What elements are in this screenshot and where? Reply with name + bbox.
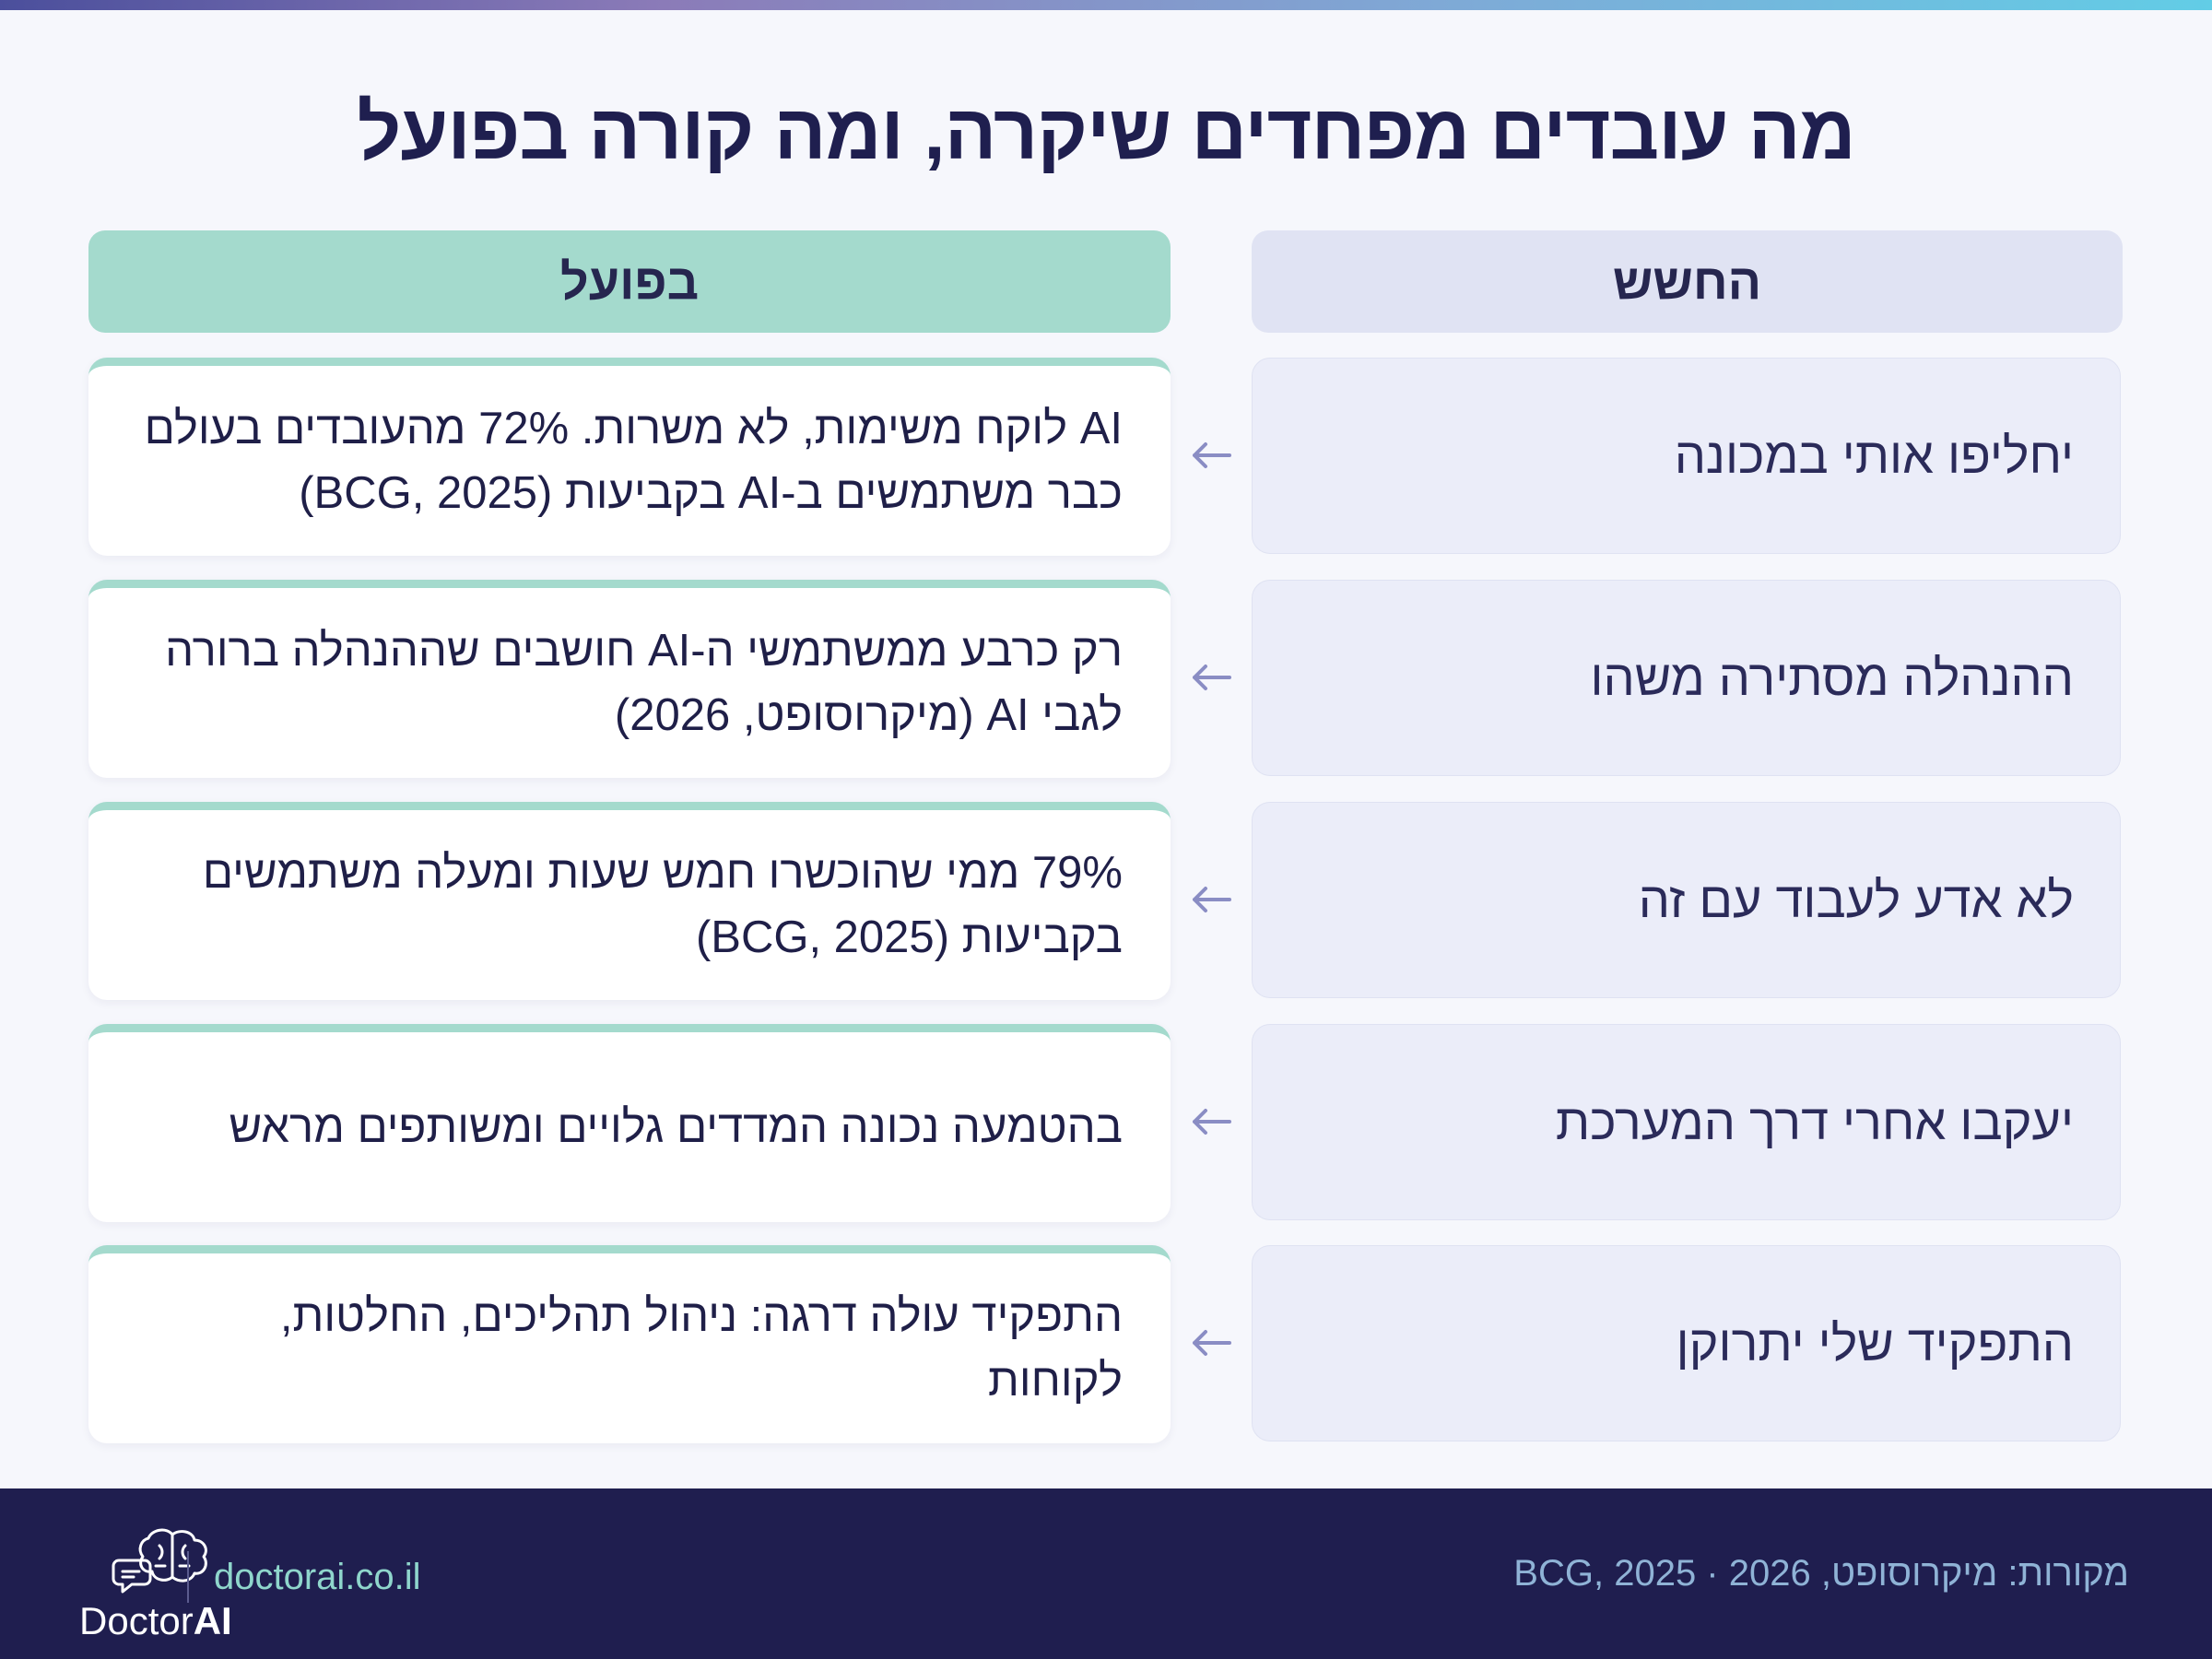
page-title: מה עובדים מפחדים שיקרה, ומה קורה בפועל	[357, 88, 1855, 175]
reality-text: בהטמעה נכונה המדדים גלויים ומשותפים מראש	[229, 1102, 1124, 1152]
arrow-left-icon	[1193, 442, 1231, 468]
site-link[interactable]: doctorai.co.il	[214, 1557, 421, 1597]
reality-text: רק כרבע ממשתמשי ה-AI חושבים שההנהלה ברור…	[165, 626, 1123, 740]
reality-card: AI לוקח משימות, לא משרות. 72% מהעובדים ב…	[88, 358, 1171, 556]
fear-text: לא אדע לעבוד עם זה	[1638, 872, 2074, 928]
comparison-row: יעקבו אחרי דרך המערכת בהטמעה נכונה המדדי…	[0, 1024, 2212, 1222]
fear-text: יעקבו אחרי דרך המערכת	[1555, 1094, 2074, 1150]
fear-card: יעקבו אחרי דרך המערכת	[1252, 1024, 2121, 1220]
brand-name: DoctorAI	[79, 1599, 232, 1643]
fear-text: התפקיד שלי יתרוקן	[1676, 1315, 2074, 1371]
brain-chat-icon	[112, 1528, 207, 1594]
reality-text: AI לוקח משימות, לא משרות. 72% מהעובדים ב…	[144, 404, 1123, 518]
footer-divider	[187, 1551, 189, 1603]
fear-card: לא אדע לעבוד עם זה	[1252, 802, 2121, 998]
top-gradient-bar	[0, 0, 2212, 10]
column-header-fear: החשש	[1252, 230, 2123, 333]
reality-text: התפקיד עולה דרגה: ניהול תהליכים, החלטות,…	[279, 1291, 1123, 1406]
arrow-left-icon	[1193, 665, 1231, 690]
brand-name-bold: AI	[193, 1599, 232, 1642]
arrow-left-icon	[1193, 1330, 1231, 1356]
reality-card: התפקיד עולה דרגה: ניהול תהליכים, החלטות,…	[88, 1245, 1171, 1443]
fear-card: ההנהלה מסתירה משהו	[1252, 580, 2121, 776]
arrow-left-icon	[1193, 1109, 1231, 1135]
comparison-row: ההנהלה מסתירה משהו רק כרבע ממשתמשי ה-AI …	[0, 580, 2212, 778]
fear-card: יחליפו אותי במכונה	[1252, 358, 2121, 554]
reality-card: 79% ממי שהוכשרו חמש שעות ומעלה משתמשים ב…	[88, 802, 1171, 1000]
reality-card: בהטמעה נכונה המדדים גלויים ומשותפים מראש	[88, 1024, 1171, 1222]
arrow-left-icon	[1193, 887, 1231, 912]
fear-card: התפקיד שלי יתרוקן	[1252, 1245, 2121, 1441]
comparison-row: יחליפו אותי במכונה AI לוקח משימות, לא מש…	[0, 358, 2212, 556]
comparison-row: לא אדע לעבוד עם זה 79% ממי שהוכשרו חמש ש…	[0, 802, 2212, 1000]
column-header-reality: בפועל	[88, 230, 1171, 333]
fear-text: יחליפו אותי במכונה	[1674, 428, 2074, 484]
comparison-row: התפקיד שלי יתרוקן התפקיד עולה דרגה: ניהו…	[0, 1245, 2212, 1443]
brand-name-plain: Doctor	[79, 1599, 194, 1642]
footer: מקורות: מיקרוסופט, 2026 · BCG, 2025 Doct…	[0, 1488, 2212, 1659]
reality-card: רק כרבע ממשתמשי ה-AI חושבים שההנהלה ברור…	[88, 580, 1171, 778]
reality-text: 79% ממי שהוכשרו חמש שעות ומעלה משתמשים ב…	[202, 848, 1123, 962]
sources-note: מקורות: מיקרוסופט, 2026 · BCG, 2025	[1513, 1553, 2129, 1594]
fear-text: ההנהלה מסתירה משהו	[1590, 650, 2074, 706]
